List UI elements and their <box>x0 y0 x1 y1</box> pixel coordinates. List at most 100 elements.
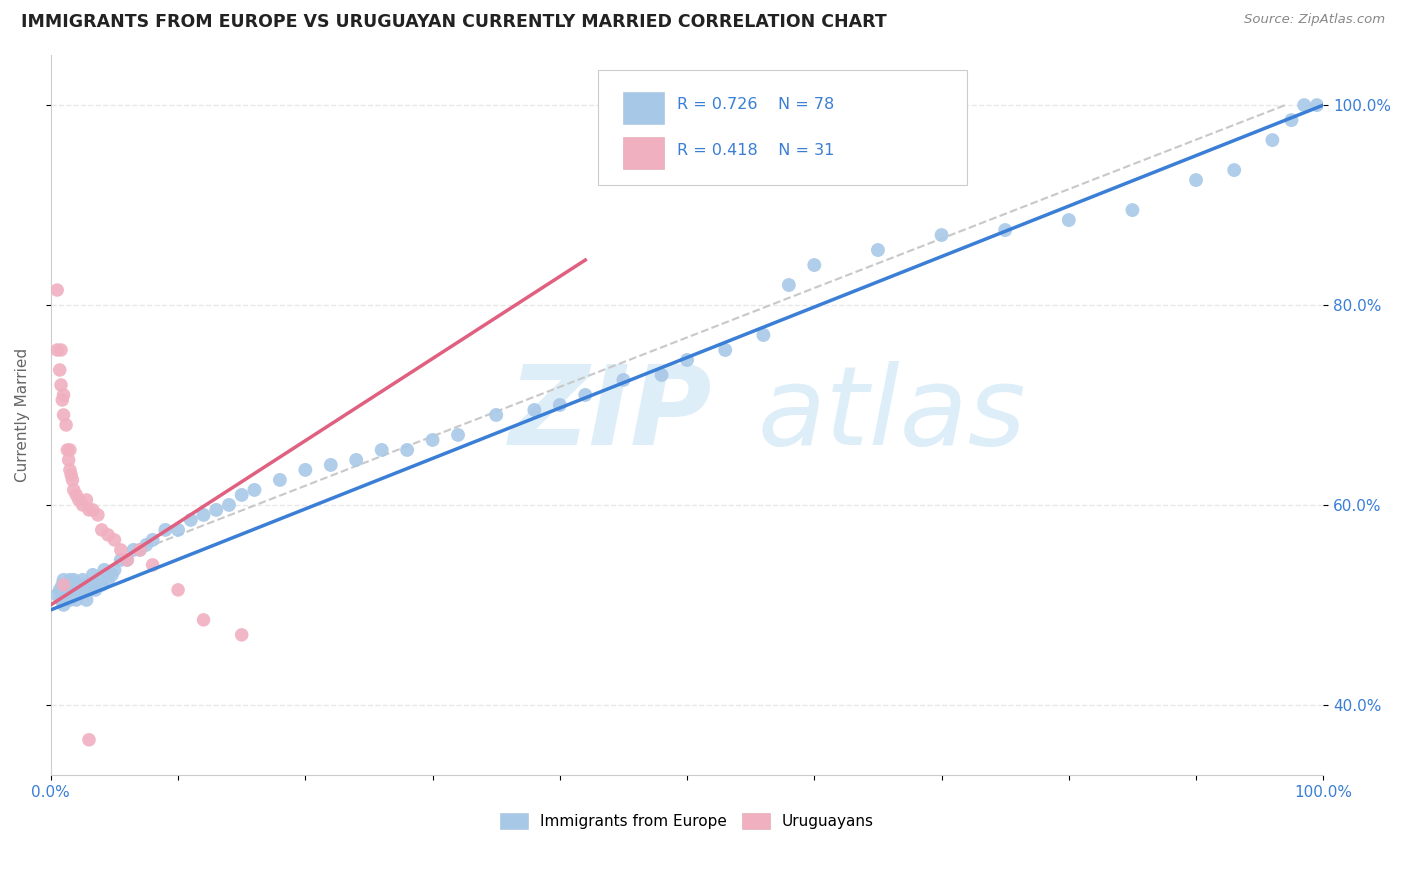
Point <box>1294 98 1316 112</box>
Point <box>72 498 94 512</box>
Point <box>1223 163 1246 178</box>
Point <box>110 553 132 567</box>
Point <box>129 542 152 557</box>
Point <box>77 503 100 517</box>
Point <box>135 538 157 552</box>
Point <box>142 533 165 547</box>
Point <box>651 368 673 382</box>
FancyBboxPatch shape <box>623 137 664 169</box>
Point <box>155 523 177 537</box>
Point <box>52 573 75 587</box>
Point <box>396 442 419 457</box>
Point <box>319 458 342 472</box>
Point <box>931 228 953 243</box>
Point <box>676 353 699 368</box>
Y-axis label: Currently Married: Currently Married <box>15 348 30 482</box>
Point <box>63 582 86 597</box>
Point <box>62 578 84 592</box>
Point <box>447 428 470 442</box>
Point <box>122 542 145 557</box>
Point <box>1185 173 1208 187</box>
Point <box>80 578 103 592</box>
Point <box>58 453 80 467</box>
Point <box>65 593 87 607</box>
Point <box>612 373 634 387</box>
Point <box>714 343 737 357</box>
FancyBboxPatch shape <box>598 70 967 185</box>
Point <box>90 523 112 537</box>
Point <box>115 553 138 567</box>
Point <box>269 473 291 487</box>
Point <box>60 582 83 597</box>
Point <box>65 578 87 592</box>
Point <box>1121 202 1143 217</box>
Point <box>58 578 80 592</box>
Point <box>60 467 83 482</box>
Point <box>59 463 82 477</box>
Point <box>75 492 97 507</box>
Point <box>49 343 72 357</box>
Point <box>52 598 75 612</box>
Point <box>62 473 84 487</box>
Point <box>231 628 253 642</box>
Point <box>62 573 84 587</box>
Point <box>218 498 240 512</box>
Point <box>77 582 100 597</box>
Point <box>59 573 82 587</box>
Point <box>752 328 775 343</box>
Point <box>1261 133 1284 147</box>
Point <box>193 613 215 627</box>
Point <box>49 593 72 607</box>
Point <box>115 553 138 567</box>
Point <box>994 223 1017 237</box>
Point <box>97 528 120 542</box>
Point <box>49 378 72 392</box>
Text: R = 0.726    N = 78: R = 0.726 N = 78 <box>676 97 834 112</box>
Point <box>82 567 104 582</box>
Point <box>344 453 367 467</box>
Point <box>59 593 82 607</box>
Point <box>193 508 215 522</box>
Point <box>65 488 87 502</box>
Point <box>866 243 889 257</box>
Point <box>129 542 152 557</box>
Point <box>62 483 84 497</box>
Point <box>73 582 96 597</box>
Point <box>84 582 107 597</box>
Point <box>180 513 202 527</box>
Point <box>1281 113 1303 128</box>
FancyBboxPatch shape <box>623 92 664 123</box>
Point <box>62 588 84 602</box>
Point <box>46 343 69 357</box>
Text: Source: ZipAtlas.com: Source: ZipAtlas.com <box>1244 13 1385 27</box>
Point <box>93 563 115 577</box>
Point <box>48 363 70 377</box>
Point <box>205 503 228 517</box>
Point <box>52 388 75 402</box>
Point <box>87 508 110 522</box>
Point <box>778 278 800 293</box>
Point <box>574 388 596 402</box>
Point <box>167 582 190 597</box>
Point <box>167 523 190 537</box>
Legend: Immigrants from Europe, Uruguayans: Immigrants from Europe, Uruguayans <box>494 806 880 836</box>
Point <box>103 563 125 577</box>
Point <box>69 578 91 592</box>
Point <box>46 283 69 297</box>
Point <box>75 578 97 592</box>
Point <box>231 488 253 502</box>
Point <box>422 433 444 447</box>
Point <box>55 417 77 432</box>
Text: atlas: atlas <box>756 361 1025 468</box>
Point <box>82 503 104 517</box>
Point <box>89 573 111 587</box>
Point <box>55 588 77 602</box>
Point <box>294 463 316 477</box>
Point <box>51 578 73 592</box>
Point <box>59 442 82 457</box>
Point <box>523 403 546 417</box>
Point <box>1057 213 1080 227</box>
Point <box>485 408 508 422</box>
Point <box>56 582 79 597</box>
Point <box>803 258 825 272</box>
